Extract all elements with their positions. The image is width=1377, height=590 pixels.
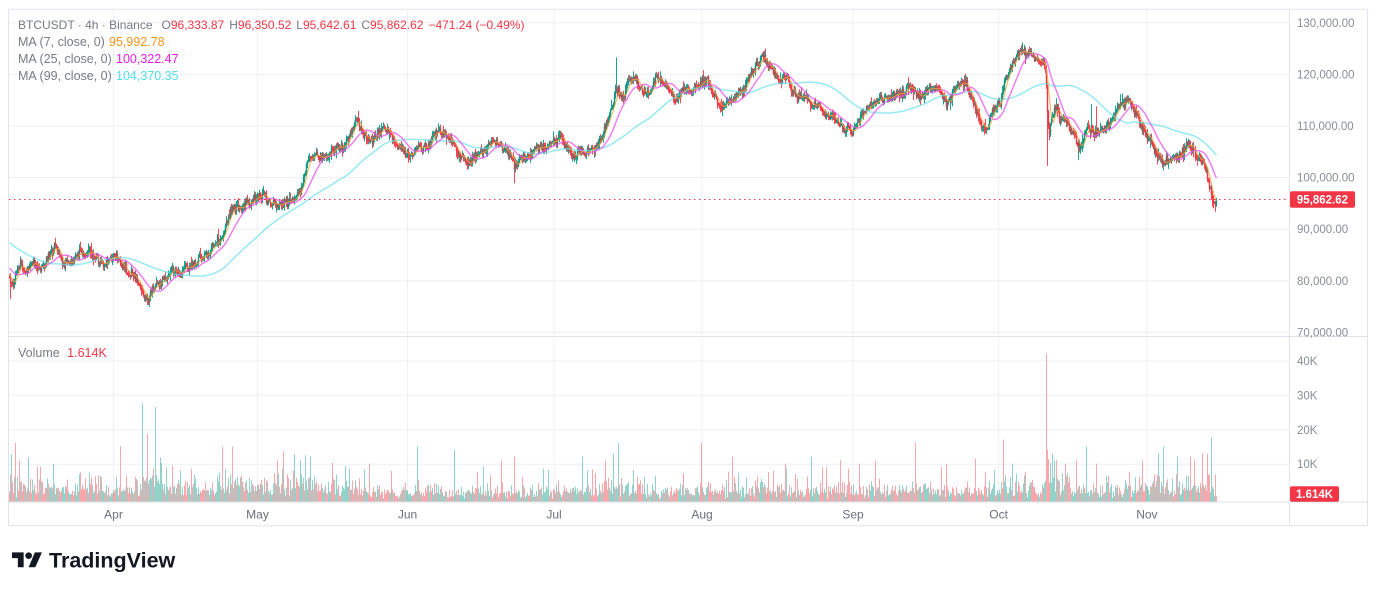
svg-text:10K: 10K	[1297, 459, 1318, 471]
svg-text:20K: 20K	[1297, 425, 1318, 437]
svg-text:30K: 30K	[1297, 390, 1318, 402]
svg-text:Volume 1.614K: Volume 1.614K	[18, 346, 107, 360]
svg-text:May: May	[246, 508, 269, 522]
svg-text:130,000.00: 130,000.00	[1297, 18, 1355, 30]
svg-text:Jun: Jun	[398, 508, 417, 522]
svg-text:110,000.00: 110,000.00	[1297, 121, 1354, 133]
svg-text:90,000.00: 90,000.00	[1297, 224, 1348, 236]
svg-text:120,000.00: 120,000.00	[1297, 69, 1355, 81]
svg-text:100,000.00: 100,000.00	[1297, 173, 1355, 185]
svg-text:MA (7, close, 0)95,992.78: MA (7, close, 0) 95,992.78	[18, 35, 165, 49]
svg-text:Oct: Oct	[989, 508, 1008, 522]
svg-text:1.614K: 1.614K	[1296, 489, 1334, 501]
svg-text:TradingView: TradingView	[49, 549, 176, 573]
svg-text:Jul: Jul	[546, 508, 561, 522]
svg-text:80,000.00: 80,000.00	[1297, 276, 1348, 288]
svg-text:MA (99, close, 0)104,370.35: MA (99, close, 0) 104,370.35	[18, 69, 179, 83]
svg-text:Nov: Nov	[1136, 508, 1157, 522]
svg-text:40K: 40K	[1297, 356, 1318, 368]
svg-text:70,000.00: 70,000.00	[1297, 327, 1348, 339]
svg-text:MA (25, close, 0)100,322.47: MA (25, close, 0) 100,322.47	[18, 52, 179, 66]
svg-text:Apr: Apr	[104, 508, 123, 522]
svg-text:95,862.62: 95,862.62	[1297, 195, 1348, 207]
svg-text:Sep: Sep	[842, 508, 864, 522]
svg-text:Aug: Aug	[691, 508, 712, 522]
